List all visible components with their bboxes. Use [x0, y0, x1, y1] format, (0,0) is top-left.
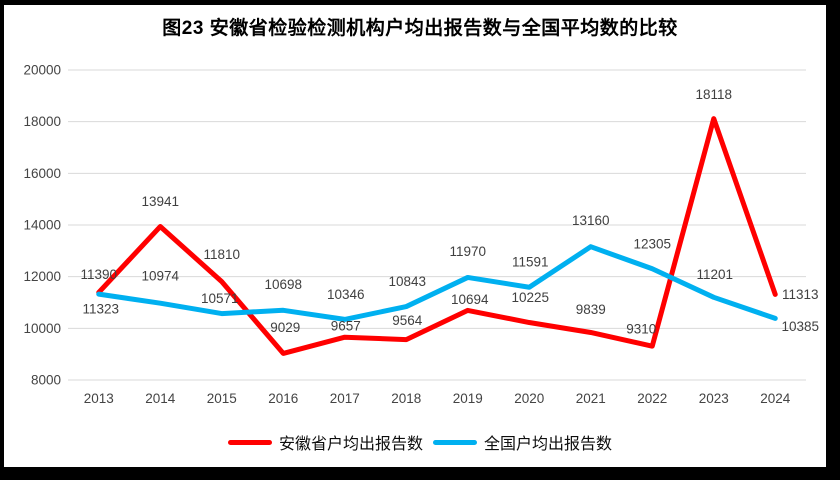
data-label: 11313 — [782, 287, 819, 302]
y-axis-tick-label: 8000 — [31, 373, 61, 388]
data-label: 12305 — [633, 236, 671, 251]
x-axis-tick-label: 2016 — [268, 391, 298, 406]
data-label: 11970 — [449, 244, 486, 259]
series-line-anhui — [96, 116, 778, 356]
x-axis-tick-label: 2020 — [514, 391, 544, 406]
data-label: 10843 — [388, 274, 426, 289]
data-label: 11323 — [82, 302, 119, 317]
data-label: 10974 — [141, 269, 179, 284]
x-axis-tick-label: 2015 — [207, 391, 237, 406]
data-label: 10698 — [264, 277, 302, 292]
data-label: 10571 — [201, 291, 239, 306]
data-label: 11591 — [512, 255, 549, 270]
x-axis-tick-label: 2023 — [699, 391, 729, 406]
x-axis-tick-label: 2013 — [84, 391, 114, 406]
y-axis-tick-label: 20000 — [23, 63, 61, 78]
data-label: 18118 — [695, 87, 732, 102]
data-label: 9310 — [626, 322, 656, 337]
data-label: 13160 — [572, 213, 610, 228]
legend-line-swatch-red — [227, 439, 272, 445]
chart-legend: 安徽省户均出报告数 全国户均出报告数 — [0, 430, 840, 454]
legend-label-anhui: 安徽省户均出报告数 — [278, 436, 423, 453]
chart-canvas — [4, 5, 826, 467]
x-axis-tick-label: 2017 — [330, 391, 360, 406]
data-label: 11390 — [80, 267, 117, 282]
data-label: 11201 — [696, 267, 733, 282]
y-axis-tick-label: 12000 — [23, 269, 61, 284]
data-label: 11810 — [203, 247, 240, 262]
data-label: 10694 — [451, 292, 489, 307]
y-axis-tick-label: 16000 — [23, 166, 61, 181]
x-axis-tick-label: 2018 — [391, 391, 421, 406]
legend-label-national: 全国户均出报告数 — [484, 436, 613, 453]
y-axis-tick-label: 18000 — [23, 114, 61, 129]
y-axis-tick-label: 10000 — [23, 321, 61, 336]
x-axis-tick-label: 2019 — [453, 391, 483, 406]
legend-item-anhui: 安徽省户均出报告数 — [227, 430, 423, 454]
data-label: 9839 — [576, 302, 606, 317]
series-line-national — [96, 244, 778, 322]
data-label: 9564 — [392, 313, 423, 328]
x-axis-tick-label: 2024 — [760, 391, 791, 406]
legend-item-national: 全国户均出报告数 — [433, 430, 612, 454]
chart-title: 图23 安徽省检验检测机构户均出报告数与全国平均数的比较 — [162, 18, 678, 39]
data-label: 10346 — [327, 287, 365, 302]
x-axis-tick-label: 2021 — [576, 391, 606, 406]
x-axis-tick-label: 2014 — [145, 391, 176, 406]
data-label: 10225 — [511, 290, 549, 305]
data-label: 10385 — [781, 319, 819, 334]
data-label: 13941 — [141, 194, 179, 209]
data-label: 9029 — [270, 320, 300, 335]
legend-line-swatch-blue — [433, 439, 477, 445]
x-axis-tick-label: 2022 — [637, 391, 667, 406]
y-axis-tick-label: 14000 — [23, 218, 61, 233]
data-label: 9657 — [331, 319, 361, 334]
